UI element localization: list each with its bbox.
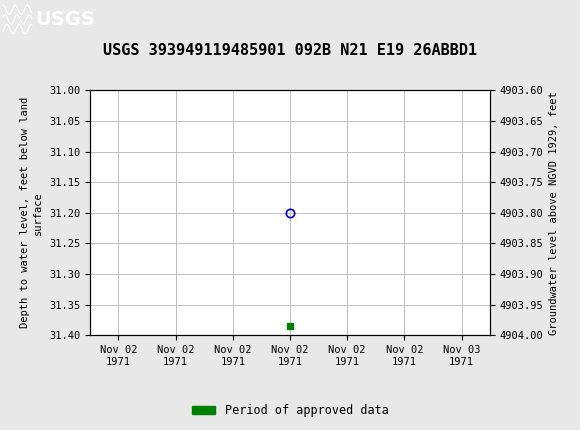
Text: USGS: USGS [35, 10, 95, 29]
Text: USGS 393949119485901 092B N21 E19 26ABBD1: USGS 393949119485901 092B N21 E19 26ABBD… [103, 43, 477, 58]
Legend: Period of approved data: Period of approved data [187, 399, 393, 422]
Y-axis label: Groundwater level above NGVD 1929, feet: Groundwater level above NGVD 1929, feet [549, 91, 559, 335]
Y-axis label: Depth to water level, feet below land
surface: Depth to water level, feet below land su… [20, 97, 44, 329]
